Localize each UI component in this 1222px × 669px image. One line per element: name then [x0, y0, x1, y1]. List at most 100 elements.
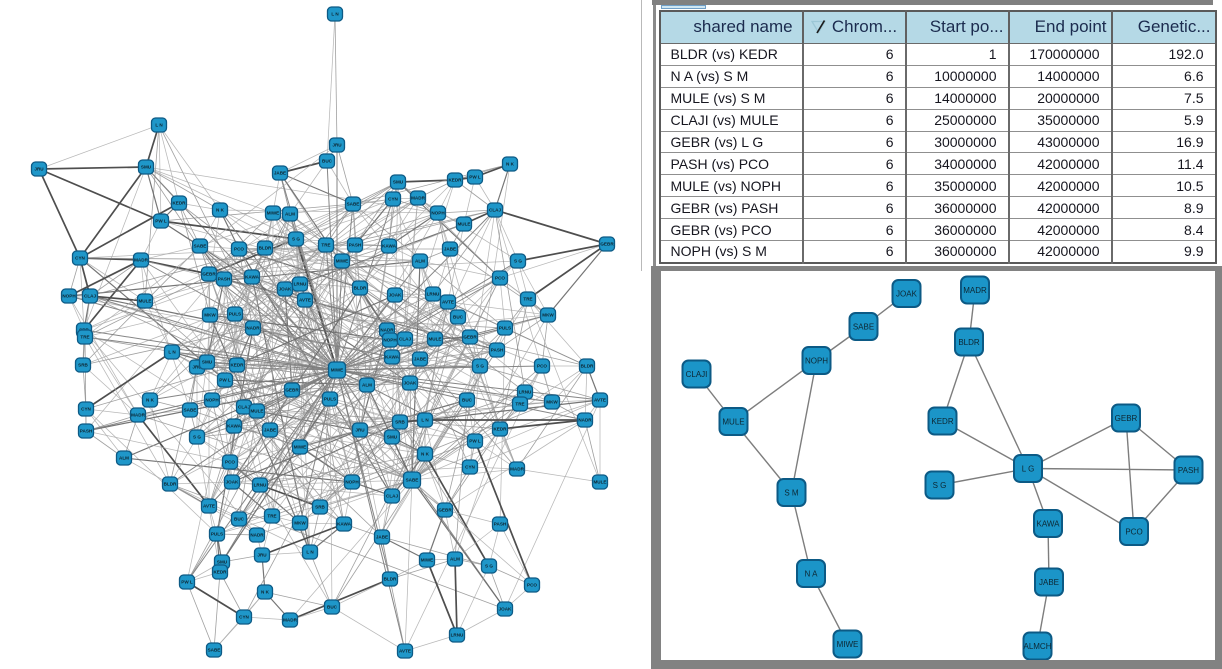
- svg-text:SRB: SRB: [78, 363, 88, 368]
- svg-text:GEBR: GEBR: [1115, 414, 1138, 423]
- svg-text:KEDR: KEDR: [213, 570, 227, 575]
- svg-text:SMU: SMU: [387, 435, 398, 440]
- svg-text:ALMCH: ALMCH: [1023, 642, 1051, 651]
- svg-text:MIWE: MIWE: [267, 211, 280, 216]
- svg-text:MADR: MADR: [134, 258, 148, 263]
- svg-text:S G: S G: [485, 564, 493, 569]
- svg-text:BLDR: BLDR: [958, 338, 980, 347]
- svg-text:CLAJ: CLAJ: [238, 405, 250, 410]
- svg-text:MADR: MADR: [411, 196, 425, 201]
- svg-text:L N: L N: [155, 123, 163, 128]
- svg-text:ALM: ALM: [415, 259, 425, 264]
- svg-text:S G: S G: [933, 481, 947, 490]
- svg-text:SMU: SMU: [141, 165, 152, 170]
- svg-text:PW L: PW L: [469, 439, 481, 444]
- svg-text:PW L: PW L: [219, 378, 231, 383]
- svg-text:PW L: PW L: [181, 580, 193, 585]
- svg-text:L N: L N: [306, 550, 314, 555]
- svg-text:JOAK: JOAK: [404, 381, 417, 386]
- svg-text:KEDR: KEDR: [230, 363, 244, 368]
- svg-text:GEBR: GEBR: [202, 272, 216, 277]
- svg-text:MADR: MADR: [283, 618, 297, 623]
- svg-text:PULS: PULS: [211, 532, 223, 537]
- svg-text:PASH: PASH: [491, 348, 504, 353]
- svg-text:LRNU: LRNU: [519, 390, 532, 395]
- svg-text:MULE: MULE: [457, 222, 470, 227]
- svg-text:MIWE: MIWE: [837, 640, 859, 649]
- svg-text:NOPH: NOPH: [431, 211, 445, 216]
- svg-text:L G: L G: [1022, 464, 1035, 473]
- svg-text:SMU: SMU: [217, 560, 228, 565]
- svg-text:JABE: JABE: [444, 247, 456, 252]
- svg-text:MKW: MKW: [546, 400, 558, 405]
- svg-text:SABE: SABE: [184, 408, 197, 413]
- svg-text:BUC: BUC: [322, 159, 333, 164]
- svg-text:PULS: PULS: [229, 312, 241, 317]
- svg-text:S M: S M: [784, 488, 799, 497]
- svg-text:GEBR: GEBR: [600, 242, 614, 247]
- svg-text:SABE: SABE: [853, 322, 874, 331]
- svg-text:ALM: ALM: [285, 212, 295, 217]
- svg-text:PULS: PULS: [324, 397, 336, 402]
- svg-text:KAWA: KAWA: [245, 275, 259, 280]
- svg-text:CYN: CYN: [465, 465, 475, 470]
- svg-text:NADR: NADR: [246, 326, 260, 331]
- svg-text:SRB: SRB: [395, 420, 405, 425]
- svg-text:N A: N A: [805, 569, 819, 578]
- svg-text:CYN: CYN: [239, 615, 249, 620]
- svg-text:S G: S G: [476, 364, 484, 369]
- svg-text:CLAJ: CLAJ: [386, 494, 398, 499]
- svg-text:NADR: NADR: [380, 328, 394, 333]
- svg-text:MULE: MULE: [250, 409, 263, 414]
- svg-text:PW L: PW L: [155, 219, 167, 224]
- svg-text:GEBR: GEBR: [285, 388, 299, 393]
- svg-text:L N: L N: [421, 418, 429, 423]
- svg-text:MULE: MULE: [138, 299, 151, 304]
- svg-text:JABE: JABE: [414, 357, 426, 362]
- svg-text:S G: S G: [514, 259, 522, 264]
- svg-text:KEDR: KEDR: [172, 201, 186, 206]
- svg-text:KAWA: KAWA: [337, 522, 351, 527]
- svg-text:JRU: JRU: [34, 167, 44, 172]
- svg-text:CYN: CYN: [81, 407, 91, 412]
- svg-text:KEDR: KEDR: [493, 427, 507, 432]
- svg-text:KAWA: KAWA: [385, 355, 399, 360]
- svg-text:ALM: ALM: [119, 456, 129, 461]
- svg-text:AVTE: AVTE: [594, 398, 606, 403]
- svg-text:JRU: JRU: [332, 143, 342, 148]
- svg-text:KEDR: KEDR: [931, 417, 953, 426]
- svg-text:NOPH: NOPH: [345, 480, 359, 485]
- svg-text:PULS: PULS: [499, 326, 511, 331]
- svg-text:SABE: SABE: [406, 478, 419, 483]
- svg-text:JOAK: JOAK: [226, 480, 239, 485]
- svg-text:NOPH: NOPH: [205, 398, 219, 403]
- svg-text:BLDR: BLDR: [384, 577, 397, 582]
- svg-text:MULE: MULE: [428, 337, 441, 342]
- svg-text:SMU: SMU: [393, 180, 404, 185]
- svg-text:PW L: PW L: [469, 175, 481, 180]
- svg-text:L N: L N: [168, 350, 176, 355]
- svg-text:LRNU: LRNU: [254, 483, 267, 488]
- svg-text:TRE: TRE: [515, 402, 524, 407]
- svg-text:CYN: CYN: [75, 256, 85, 261]
- svg-text:NADR: NADR: [250, 533, 264, 538]
- svg-text:JOAK: JOAK: [499, 607, 512, 612]
- svg-text:GEBR: GEBR: [438, 508, 452, 513]
- svg-text:NOPH: NOPH: [383, 338, 397, 343]
- svg-text:MIWE: MIWE: [336, 259, 349, 264]
- svg-text:TRE: TRE: [523, 297, 532, 302]
- svg-text:JABE: JABE: [274, 171, 286, 176]
- svg-text:GEBR: GEBR: [463, 335, 477, 340]
- svg-text:BUC: BUC: [234, 517, 245, 522]
- svg-text:KAWA: KAWA: [382, 244, 396, 249]
- svg-text:CLAJ: CLAJ: [399, 337, 411, 342]
- svg-text:LRNU: LRNU: [427, 292, 440, 297]
- svg-text:CLAJ: CLAJ: [489, 208, 501, 213]
- svg-text:ALM: ALM: [362, 383, 372, 388]
- svg-text:PCO: PCO: [527, 583, 537, 588]
- svg-text:PASH: PASH: [349, 243, 362, 248]
- svg-text:MULE: MULE: [722, 417, 744, 426]
- svg-text:S G: S G: [292, 237, 300, 242]
- svg-text:JABE: JABE: [1039, 578, 1059, 587]
- svg-text:S G: S G: [193, 435, 201, 440]
